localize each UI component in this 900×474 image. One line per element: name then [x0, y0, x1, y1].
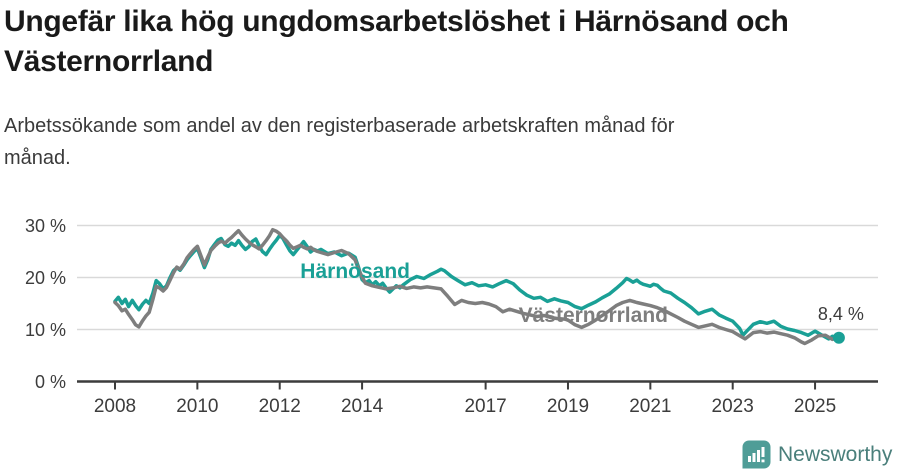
- x-tick-label: 2012: [259, 396, 301, 417]
- x-tick-label: 2008: [94, 396, 136, 417]
- page-title-line-1: Ungefär lika hög ungdomsarbetslöshet i H…: [4, 5, 789, 38]
- series-label-harnosand: Härnösand: [300, 260, 410, 283]
- y-tick-label: 30 %: [25, 216, 66, 236]
- page-title-line-2: Västernorrland: [4, 45, 214, 78]
- series-label-vasternorrland: Västernorrland: [519, 304, 668, 327]
- x-tick-label: 2010: [176, 396, 218, 417]
- x-tick-label: 2019: [547, 396, 589, 417]
- series-end-dot: [832, 331, 845, 344]
- y-tick-label: 10 %: [25, 320, 66, 340]
- chart-subtitle-line-2: månad.: [4, 147, 71, 169]
- page-title: Ungefär lika hög ungdomsarbetslöshet i H…: [4, 2, 896, 82]
- series-line-vasternorrland: [113, 227, 841, 346]
- y-tick-label: 20 %: [25, 268, 66, 288]
- x-tick-label: 2023: [712, 396, 754, 417]
- chart-subtitle-line-1: Arbetssökande som andel av den registerb…: [4, 115, 675, 137]
- chart-subtitle: Arbetssökande som andel av den registerb…: [4, 110, 854, 174]
- y-tick-label: 0 %: [35, 372, 66, 392]
- x-tick-label: 2017: [464, 396, 506, 417]
- speech-bubble-shape: [742, 440, 771, 469]
- series-line-harnosand: [113, 233, 841, 341]
- newsworthy-logo: Newsworthy: [742, 440, 892, 469]
- x-tick-label: 2025: [794, 396, 836, 417]
- newsworthy-logo-text: Newsworthy: [778, 442, 893, 466]
- newsworthy-logo-icon: [742, 440, 771, 469]
- x-tick-label: 2021: [629, 396, 671, 417]
- bar-chart-glyph: [748, 447, 765, 463]
- end-value-annotation: 8,4 %: [818, 304, 864, 324]
- x-tick-label: 2014: [341, 396, 384, 417]
